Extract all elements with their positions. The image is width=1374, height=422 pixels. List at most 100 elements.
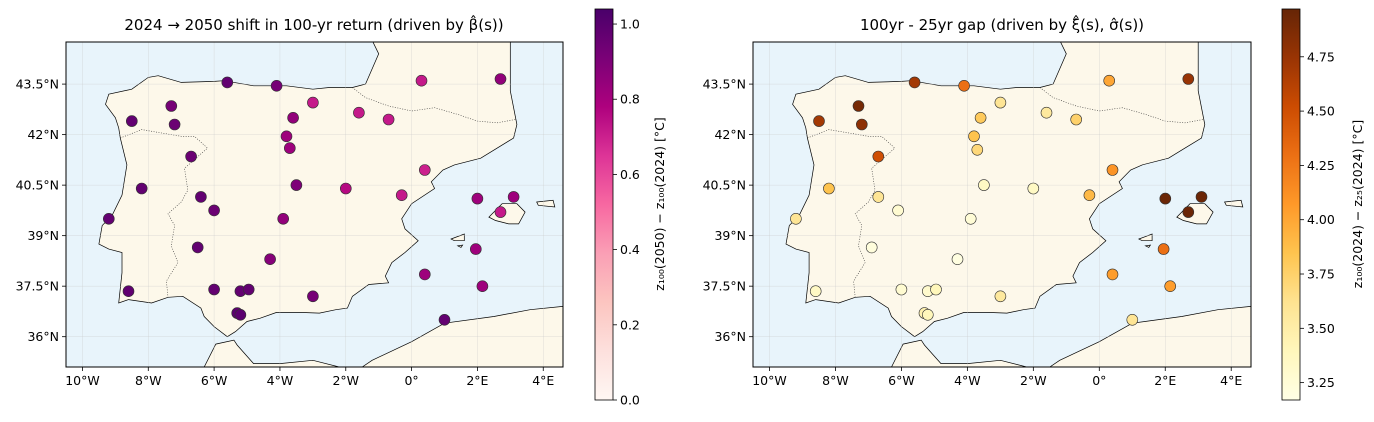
station-point <box>1040 106 1053 119</box>
station-point <box>339 182 352 195</box>
land-formentera <box>1144 244 1152 248</box>
station-point <box>494 73 507 85</box>
colorbar-tick-label: 0.0 <box>620 393 640 408</box>
station-point <box>1126 313 1139 326</box>
station-point <box>191 241 204 254</box>
panel-title: 2024 → 2050 shift in 100-yr return (driv… <box>124 14 503 34</box>
station-point <box>195 191 207 203</box>
station-point <box>1157 243 1170 255</box>
station-point <box>855 118 868 131</box>
station-point <box>892 204 904 217</box>
colorbar-tick-label: 1.0 <box>620 17 640 32</box>
colorbar: 3.25 3.50 3.75 4.00 4.25 4.50 4.75 z₁₀₀(2024) … <box>1281 8 1365 401</box>
station-point <box>1070 113 1082 126</box>
station-markers <box>103 73 520 326</box>
x-tick-label: 4°W <box>954 373 981 388</box>
map-frame <box>752 41 1252 368</box>
station-point <box>872 150 885 163</box>
station-point <box>382 113 395 126</box>
station-point <box>1083 189 1096 201</box>
station-point <box>908 76 921 89</box>
colorbar-tick-label: 4.25 <box>1307 158 1335 173</box>
station-point <box>135 182 148 195</box>
station-point <box>930 283 942 296</box>
station-point <box>813 115 825 127</box>
y-axis-ticks: 36°N 37.5°N 39°N 40.5°N 42°N 43.5°N <box>703 77 753 344</box>
border-portugal <box>807 129 896 298</box>
x-tick-label: 2°E <box>1154 373 1176 388</box>
land-north-africa <box>66 306 563 367</box>
land-layer <box>753 42 1251 367</box>
station-point <box>790 213 802 225</box>
y-tick-label: 42°N <box>27 127 59 142</box>
x-tick-label: 8°W <box>822 373 849 388</box>
colorbar: 0.0 0.2 0.4 0.6 0.8 1.0 z₁₀₀(2050) − z₁₀₀(202… <box>594 8 667 408</box>
colorbar-tick-label: 0.4 <box>620 242 640 257</box>
station-point <box>280 130 293 143</box>
land-menorca <box>536 199 556 208</box>
station-point <box>823 182 835 195</box>
station-point <box>476 280 489 293</box>
x-tick-label: 4°W <box>267 373 294 388</box>
land-north-africa <box>753 306 1251 367</box>
y-tick-label: 36°N <box>714 329 746 344</box>
y-tick-label: 42°N <box>714 127 746 142</box>
x-axis-ticks: 10°W 8°W 6°W 4°W 2°W 0° 2°E 4°E <box>752 367 1242 388</box>
station-point <box>968 130 980 143</box>
station-point <box>494 206 507 218</box>
x-axis-ticks: 10°W 8°W 6°W 4°W 2°W 0° 2°E 4°E <box>65 367 554 388</box>
x-tick-label: 4°E <box>1220 373 1242 388</box>
y-tick-label: 37.5°N <box>16 279 59 294</box>
station-point <box>353 106 365 119</box>
station-point <box>277 213 290 225</box>
station-point <box>507 191 520 203</box>
colorbar-gradient <box>1281 8 1301 401</box>
station-point <box>395 189 408 201</box>
land-layer <box>66 42 563 367</box>
station-point <box>221 76 234 89</box>
map-panel-beta-shift: 2024 → 2050 shift in 100-yr return (driv… <box>16 8 667 408</box>
station-point <box>994 290 1007 303</box>
x-tick-label: 0° <box>404 373 418 388</box>
station-point <box>1106 268 1119 281</box>
station-point <box>290 179 303 191</box>
station-point <box>264 253 276 266</box>
map-frame <box>65 41 564 368</box>
station-point <box>438 313 451 326</box>
station-point <box>1182 206 1195 218</box>
station-point <box>418 164 431 176</box>
station-point <box>126 115 138 127</box>
colorbar-tick-label: 4.50 <box>1307 104 1335 119</box>
station-point <box>122 285 135 298</box>
station-point <box>185 150 197 163</box>
station-point <box>415 74 428 87</box>
panel-title: 100yr - 25yr gap (driven by ξ̂(s), σ̂(s)… <box>860 14 1144 34</box>
station-point <box>1182 73 1195 85</box>
station-point <box>971 144 984 156</box>
land-formentera <box>456 244 464 248</box>
x-tick-label: 2°E <box>466 373 488 388</box>
border-france <box>352 87 516 124</box>
station-point <box>287 112 299 124</box>
station-point <box>958 80 970 92</box>
station-point <box>234 308 247 321</box>
station-point <box>1159 192 1172 205</box>
station-point <box>307 96 319 109</box>
colorbar-tick-label: 3.50 <box>1307 321 1335 336</box>
station-point <box>103 213 115 225</box>
colorbar-tick-label: 3.75 <box>1307 267 1335 282</box>
station-point <box>921 308 934 321</box>
station-point <box>471 192 484 205</box>
colorbar-ticks: 3.25 3.50 3.75 4.00 4.25 4.50 4.75 <box>1300 49 1335 390</box>
station-point <box>242 283 255 296</box>
station-point <box>1027 182 1040 195</box>
gridlines <box>753 42 1251 367</box>
station-markers <box>790 73 1208 326</box>
station-point <box>208 283 220 296</box>
x-tick-label: 2°W <box>1020 373 1047 388</box>
station-point <box>469 243 482 255</box>
x-tick-label: 6°W <box>888 373 915 388</box>
y-tick-label: 37.5°N <box>703 279 746 294</box>
station-point <box>872 191 885 203</box>
